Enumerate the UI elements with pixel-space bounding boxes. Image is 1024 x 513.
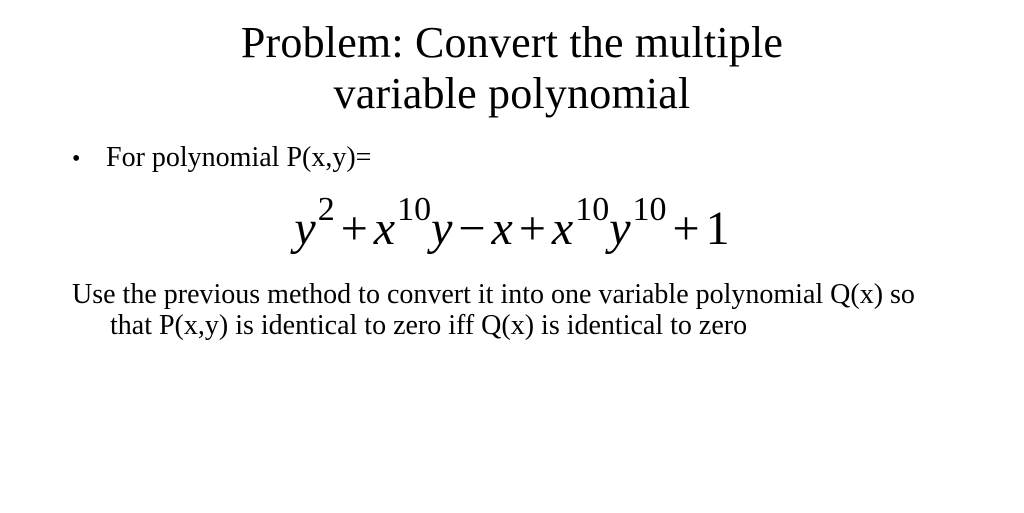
bullet-item: • For polynomial P(x,y)= [72,141,952,175]
bullet-text: For polynomial P(x,y)= [106,141,952,175]
instruction-paragraph: Use the previous method to convert it in… [72,279,952,342]
slide: Problem: Convert the multiple variable p… [0,0,1024,513]
slide-title: Problem: Convert the multiple variable p… [72,18,952,119]
polynomial-equation: y2+x10y−x+x10y10+1 [72,193,952,253]
title-line-1: Problem: Convert the multiple [241,18,783,67]
para-line-3: identical to zero [567,310,747,341]
title-line-2: variable polynomial [334,69,691,118]
para-line-1: Use the previous method to convert it in… [72,279,689,310]
bullet-dot-icon: • [72,141,106,174]
